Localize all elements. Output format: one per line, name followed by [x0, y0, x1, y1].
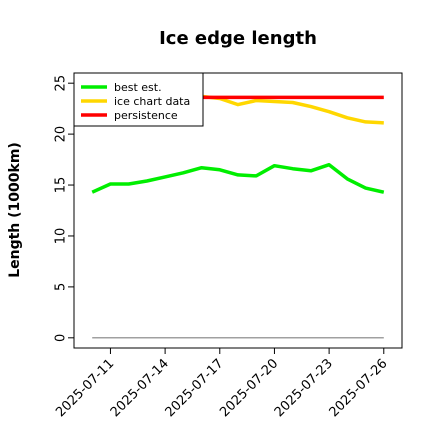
- plot-area: [91, 94, 385, 339]
- series-line-2: [201, 94, 384, 125]
- y-tick-label: 0: [54, 334, 69, 342]
- y-tick-label: 25: [54, 75, 69, 92]
- y-axis: 0 5 10 15 20 25: [54, 75, 74, 342]
- x-tick-label: 2025-07-26: [327, 356, 391, 420]
- x-axis: 2025-07-112025-07-142025-07-172025-07-20…: [53, 348, 391, 420]
- y-tick-label: 20: [54, 126, 69, 143]
- legend-label: best est.: [114, 81, 162, 94]
- y-tick-label: 5: [54, 283, 69, 291]
- y-tick-label: 15: [54, 177, 69, 194]
- legend-label: persistence: [114, 109, 178, 122]
- y-axis-label: Length (1000km): [7, 142, 23, 278]
- y-tick-label: 10: [54, 228, 69, 245]
- chart-title: Ice edge length: [159, 28, 317, 49]
- series-line-1: [91, 162, 385, 194]
- plot-frame: [73, 72, 403, 349]
- legend-label: ice chart data: [114, 95, 190, 108]
